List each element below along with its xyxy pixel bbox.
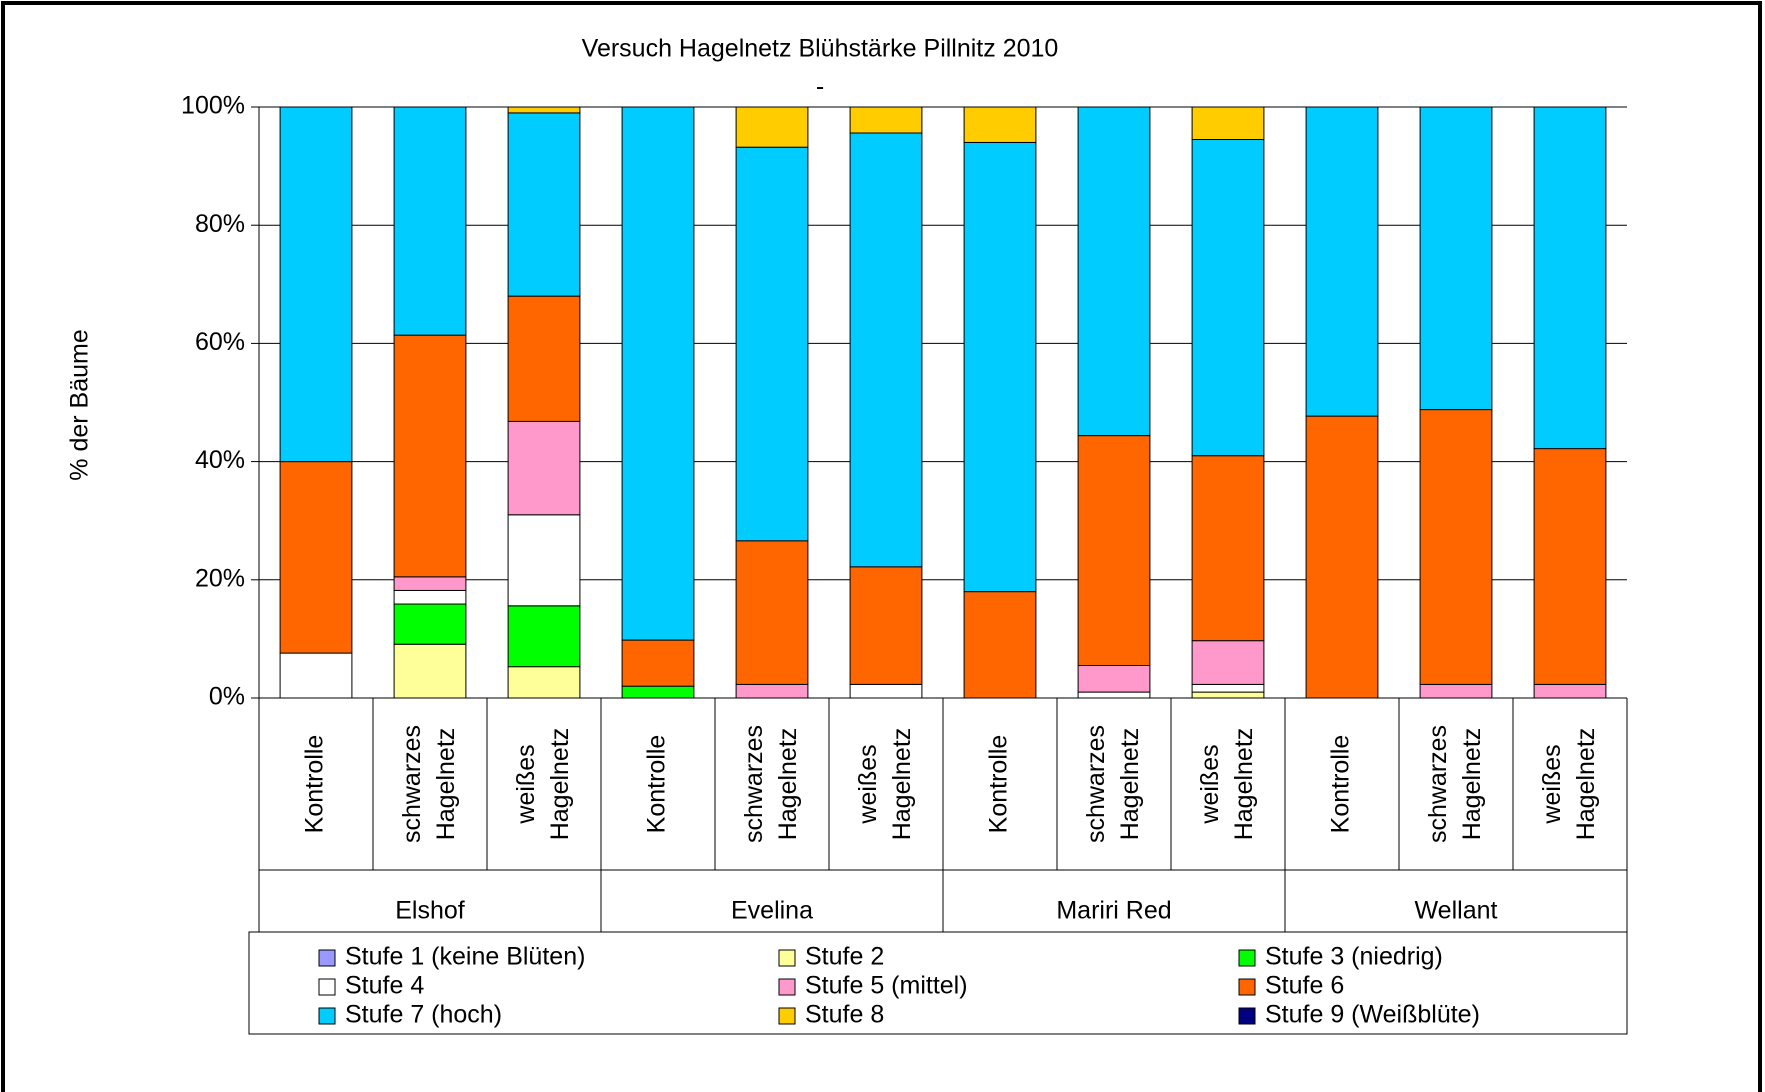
legend-label: Stufe 6 [1265, 972, 1344, 1000]
bar-segment [507, 514, 581, 607]
bar-segment [849, 683, 923, 699]
bar-segment [963, 591, 1037, 699]
bar-segment [393, 603, 467, 645]
group-label: Mariri Red [1056, 897, 1171, 925]
legend-swatch [318, 978, 336, 996]
group-label: Evelina [731, 897, 813, 925]
bar-segment [735, 683, 809, 699]
chart-subtitle: - [816, 73, 824, 101]
bar-segment [1077, 691, 1151, 699]
chart-title: Versuch Hagelnetz Blühstärke Pillnitz 20… [582, 35, 1059, 63]
bar-segment [1191, 455, 1265, 642]
group-label: Elshof [395, 897, 465, 925]
bar-segment [963, 106, 1037, 143]
bar-segment [1533, 683, 1607, 699]
bar-segment [1191, 106, 1265, 141]
bar-segment [621, 685, 695, 699]
y-tick-label: 80% [195, 210, 245, 238]
legend-swatch [318, 1007, 336, 1025]
legend-swatch [318, 949, 336, 967]
x-tick-label: weißes Hagelnetz [1196, 728, 1258, 841]
bar-segment [963, 141, 1037, 593]
y-axis-title: % der Bäume [66, 329, 94, 480]
bar-segment [1191, 640, 1265, 685]
bar-segment [849, 566, 923, 685]
bar-segment [279, 461, 353, 654]
bar-segment [1419, 683, 1493, 699]
bar-segment [1077, 435, 1151, 666]
x-tick-label: Kontrolle [1327, 735, 1355, 834]
bar-segment [1191, 139, 1265, 457]
bar-segment [1419, 409, 1493, 685]
bar-segment [507, 420, 581, 516]
legend-label: Stufe 4 [345, 972, 424, 1000]
bar-segment [1191, 691, 1265, 699]
bar-segment [621, 106, 695, 641]
x-tick-label: Kontrolle [643, 735, 671, 834]
x-tick-label: weißes Hagelnetz [512, 728, 574, 841]
x-tick-label: schwarzes Hagelnetz [1082, 725, 1144, 843]
x-tick-label: weißes Hagelnetz [854, 728, 916, 841]
y-tick-label: 0% [209, 683, 245, 711]
bar-segment [1077, 106, 1151, 437]
bar-segment [507, 605, 581, 668]
bar-segment [393, 106, 467, 336]
bar-segment [735, 146, 809, 542]
x-tick-label: weißes Hagelnetz [1538, 728, 1600, 841]
legend-label: Stufe 3 (niedrig) [1265, 943, 1443, 971]
bar-segment [393, 643, 467, 699]
bar-segment [507, 112, 581, 297]
group-label: Wellant [1415, 897, 1498, 925]
bar-segment [1305, 106, 1379, 417]
plot-area [259, 107, 1627, 698]
bar-segment [1533, 448, 1607, 685]
legend-swatch [778, 949, 796, 967]
bar-segment [1305, 415, 1379, 699]
bar-segment [393, 334, 467, 578]
bar-segment [1419, 106, 1493, 411]
legend-label: Stufe 1 (keine Blüten) [345, 943, 585, 971]
legend-label: Stufe 5 (mittel) [805, 972, 968, 1000]
x-tick-label: schwarzes Hagelnetz [398, 725, 460, 843]
bar-segment [1077, 664, 1151, 693]
legend-label: Stufe 2 [805, 943, 884, 971]
legend-swatch [1238, 1007, 1256, 1025]
legend-swatch [1238, 978, 1256, 996]
x-tick-label: Kontrolle [301, 735, 329, 834]
legend-label: Stufe 8 [805, 1001, 884, 1029]
legend-swatch [1238, 949, 1256, 967]
bar-segment [849, 132, 923, 568]
bar-segment [507, 295, 581, 422]
legend-box [248, 931, 1628, 1035]
y-tick-label: 60% [195, 328, 245, 356]
bar-segment [621, 639, 695, 687]
legend-label: Stufe 7 (hoch) [345, 1001, 502, 1029]
bar-segment [507, 666, 581, 699]
legend-label: Stufe 9 (Weißblüte) [1265, 1001, 1480, 1029]
y-tick-label: 100% [181, 92, 245, 120]
bar-segment [507, 106, 581, 114]
x-tick-label: Kontrolle [985, 735, 1013, 834]
y-tick-label: 20% [195, 564, 245, 592]
bar-segment [1191, 683, 1265, 693]
x-tick-label: schwarzes Hagelnetz [1424, 725, 1486, 843]
bar-segment [735, 106, 809, 148]
bar-segment [1533, 106, 1607, 450]
bar-segment [279, 652, 353, 699]
bar-segment [735, 540, 809, 685]
bar-segment [393, 576, 467, 591]
bar-segment [279, 106, 353, 463]
legend-swatch [778, 978, 796, 996]
y-tick-label: 40% [195, 446, 245, 474]
x-tick-label: schwarzes Hagelnetz [740, 725, 802, 843]
legend-swatch [778, 1007, 796, 1025]
bar-segment [393, 589, 467, 605]
bar-segment [849, 106, 923, 134]
